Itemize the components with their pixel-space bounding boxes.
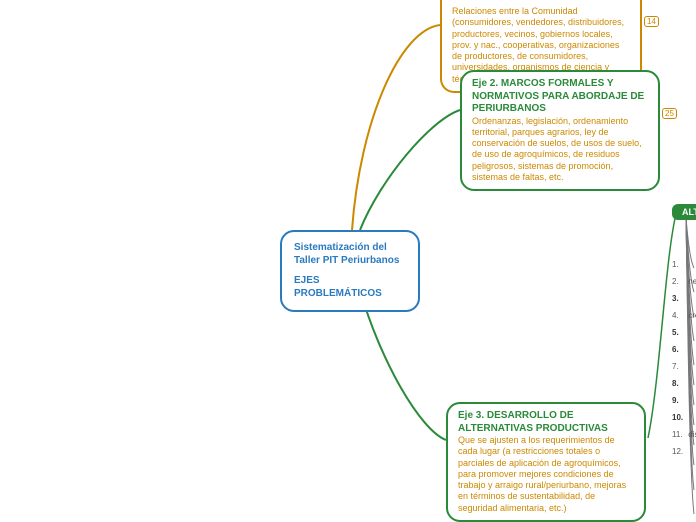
alt-list-item[interactable]: 4. crecin (672, 311, 696, 320)
eje2-node[interactable]: Eje 2. MARCOS FORMALES Y NORMATIVOS PARA… (460, 70, 660, 191)
alt-list-item[interactable]: 7. (672, 362, 696, 371)
eje3-node[interactable]: Eje 3. DESARROLLO DE ALTERNATIVAS PRODUC… (446, 402, 646, 522)
eje2-title: Eje 2. MARCOS FORMALES Y NORMATIVOS PARA… (472, 78, 648, 116)
eje1-badge: 14 (644, 16, 659, 27)
alt-list-item[interactable]: 9. (672, 396, 696, 405)
alternatives-tab[interactable]: ALTE (672, 204, 696, 220)
alt-list-item[interactable]: 2. neces (672, 277, 696, 286)
alt-list-item[interactable]: 12. (672, 447, 696, 456)
alt-list-item[interactable]: 11. dismi (672, 430, 696, 439)
eje2-badge: 25 (662, 108, 677, 119)
alt-list-item[interactable]: 1. (672, 260, 696, 269)
alternatives-list: 1. 2. neces 3. 4. crecin 5. 6. 7. 8. 9. 10. 11. di… (672, 260, 696, 464)
root-subtitle: EJES PROBLEMÁTICOS (294, 275, 406, 300)
eje2-body: Ordenanzas, legislación, ordenamiento te… (472, 116, 648, 184)
root-title: Sistematización del Taller PIT Periurban… (294, 242, 406, 267)
root-node[interactable]: Sistematización del Taller PIT Periurban… (280, 230, 420, 312)
alt-list-item[interactable]: 5. (672, 328, 696, 337)
eje3-title: Eje 3. DESARROLLO DE ALTERNATIVAS PRODUC… (458, 410, 634, 435)
eje3-body: Que se ajusten a los requerimientos de c… (458, 435, 634, 514)
alt-list-item[interactable]: 6. (672, 345, 696, 354)
alt-list-item[interactable]: 3. (672, 294, 696, 303)
alt-list-item[interactable]: 8. (672, 379, 696, 388)
alt-list-item[interactable]: 10. (672, 413, 696, 422)
